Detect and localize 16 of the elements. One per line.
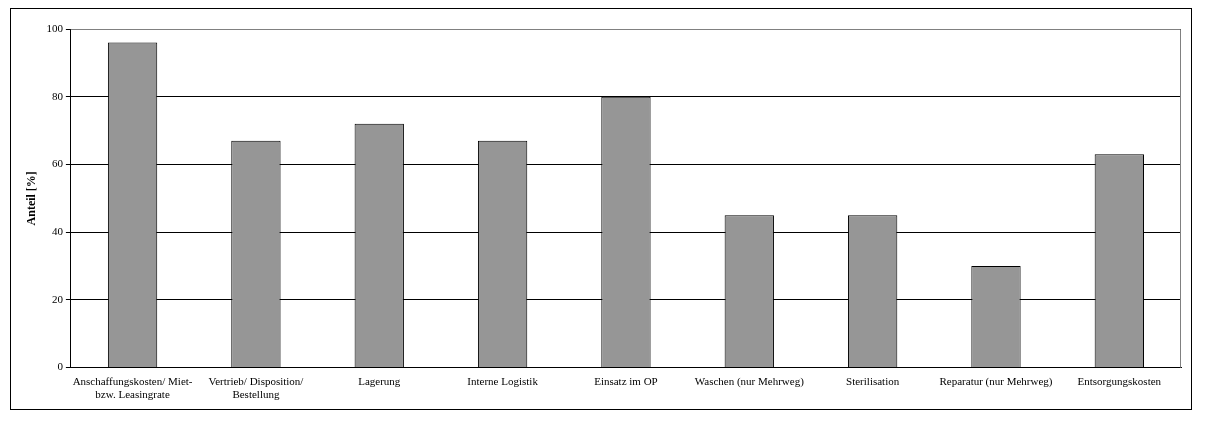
x-tick-label: Entsorgungskosten	[1077, 375, 1162, 388]
x-tick-label: Anschaffungskosten/ Miet- bzw. Leasingrate	[72, 375, 193, 401]
x-tick-label: Lagerung	[358, 375, 401, 388]
y-tick-label: 100	[46, 21, 64, 34]
y-tick-label: 60	[51, 157, 64, 170]
y-tick-label: 80	[51, 89, 64, 102]
x-tick-label: Waschen (nur Mehrweg)	[694, 375, 805, 389]
x-tick-label: Sterilisation	[846, 375, 900, 388]
x-tick-label: Vertrieb/ Disposition/ Bestellung	[208, 375, 305, 401]
y-tick-label: 0	[57, 360, 64, 373]
x-tick-label: Interne Logistik	[467, 375, 539, 388]
y-tick-label: 40	[51, 225, 64, 238]
x-tick-label: Reparatur (nur Mehrweg)	[939, 375, 1053, 389]
x-tick-label: Einsatz im OP	[594, 375, 658, 388]
y-tick-label: 20	[51, 292, 64, 305]
y-axis-title: Anteil [%]	[24, 171, 39, 226]
